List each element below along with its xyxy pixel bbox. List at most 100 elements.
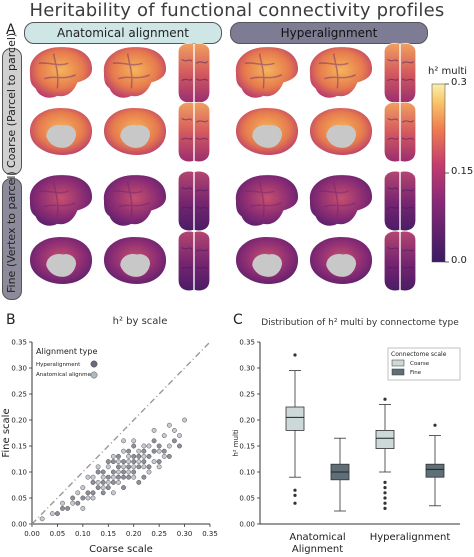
scatter-point xyxy=(105,464,111,470)
brain-lateral-left xyxy=(29,174,93,227)
scatter-point xyxy=(161,433,167,439)
scatter-point xyxy=(95,469,101,475)
scatter-point xyxy=(85,490,91,496)
scatter-point xyxy=(110,459,116,465)
scatter-point xyxy=(85,495,91,501)
scatter-point xyxy=(156,443,162,449)
scatter-point xyxy=(156,459,162,465)
x-tick-label: 0.25 xyxy=(151,530,167,538)
scatter-point xyxy=(126,459,132,465)
brain-dorsal-view xyxy=(383,42,417,104)
scatter-point xyxy=(151,438,157,444)
anatomical-alignment-header: Anatomical alignment xyxy=(24,22,222,44)
scatter-point xyxy=(126,453,132,459)
scatter-point xyxy=(75,500,81,506)
outlier-point xyxy=(293,488,297,492)
scatter-point xyxy=(146,469,152,475)
figure-title: Heritability of functional connectivity … xyxy=(29,0,445,21)
brain-lateral-right xyxy=(309,174,373,227)
legend-swatch-hyper xyxy=(90,360,98,368)
scatter-point xyxy=(141,459,147,465)
scatter-point xyxy=(136,459,142,465)
scatter-point xyxy=(131,464,137,470)
scatter-point xyxy=(121,469,126,475)
brain-dorsal-view xyxy=(177,170,211,232)
scatter-point xyxy=(126,469,132,475)
colorbar-tick-high: 0.3 xyxy=(451,77,467,88)
panel-c-title: Distribution of h² multi by connectome t… xyxy=(261,318,459,328)
colorbar-tick-mid: 0.15 xyxy=(451,166,474,177)
scatter-point xyxy=(100,485,106,491)
outlier-point xyxy=(383,397,387,401)
legend-title: Alignment type xyxy=(36,347,97,356)
y-tick-label: 0.15 xyxy=(239,443,255,451)
scatter-point xyxy=(151,428,157,433)
scatter-point xyxy=(166,422,172,428)
brain-lateral-left xyxy=(235,174,299,227)
box-chart: 0.00 0.05 0.10 0.15 0.20 0.25 0.30 0.35 h² multi… xyxy=(232,339,461,555)
scatter-point xyxy=(121,459,126,465)
brain-lateral-right xyxy=(103,174,167,227)
outlier-point xyxy=(433,423,437,427)
hyperalignment-header: Hyperalignment xyxy=(230,22,428,44)
scatter-point xyxy=(131,469,137,475)
scatter-point xyxy=(126,464,132,470)
identity-line xyxy=(31,341,211,525)
scatter-point xyxy=(136,448,142,454)
scatter-point xyxy=(146,443,152,449)
legend-label-coarse: Coarse xyxy=(410,361,430,367)
x-tick-label: 0.15 xyxy=(100,530,116,538)
scatter-point xyxy=(105,459,111,465)
scatter-point xyxy=(182,417,187,423)
y-tick-label: 0.05 xyxy=(11,495,27,503)
scatter-point xyxy=(156,448,162,454)
y-tick-label: 0.35 xyxy=(11,339,27,347)
fine-row-pill xyxy=(2,178,22,300)
coarse-row-pill xyxy=(2,48,22,175)
scatter-point xyxy=(161,448,167,454)
scatter-point xyxy=(90,479,96,485)
scatter-point xyxy=(110,490,116,496)
scatter-point xyxy=(110,453,116,459)
scatter-point xyxy=(100,490,106,496)
x-tick-label: 0.35 xyxy=(202,530,218,538)
y-axis-label: h² multi xyxy=(232,429,240,456)
brain-lateral-right xyxy=(103,46,167,99)
panel-c-letter: C xyxy=(233,312,243,328)
panel-a-letter: A xyxy=(6,22,16,38)
x-tick-label: 0.20 xyxy=(126,530,142,538)
scatter-point xyxy=(121,438,126,444)
scatter-point xyxy=(126,474,132,480)
scatter-point xyxy=(100,474,106,480)
brain-medial-right xyxy=(309,107,373,156)
scatter-point xyxy=(141,474,147,480)
scatter-point xyxy=(161,453,167,459)
y-tick-label: 0.20 xyxy=(239,417,255,425)
legend-label-anat: Anatomical alignment xyxy=(36,372,97,378)
scatter-point xyxy=(80,495,86,501)
box xyxy=(425,463,445,478)
outlier-point xyxy=(383,486,387,490)
x-tick-label: 0.00 xyxy=(24,530,40,538)
brain-lateral-left xyxy=(29,46,93,99)
brain-medial-right xyxy=(103,107,167,156)
x-axis-label: Coarse scale xyxy=(89,544,153,555)
brain-medial-left xyxy=(29,236,93,285)
scatter-point xyxy=(141,448,147,454)
scatter-point xyxy=(39,516,45,522)
group-label-anat-line1: Anatomical xyxy=(289,532,345,543)
legend-swatch-anat xyxy=(90,371,98,379)
scatter-point xyxy=(105,474,111,480)
scatter-point xyxy=(121,474,126,480)
scatter-point xyxy=(80,485,86,491)
colorbar-title: h² multi xyxy=(428,66,468,77)
outlier-point xyxy=(383,496,387,500)
brain-ventral-view xyxy=(177,230,211,292)
scatter-point xyxy=(65,505,71,511)
scatter-point xyxy=(146,464,152,470)
box xyxy=(285,406,305,431)
y-tick-label: 0.25 xyxy=(239,391,255,399)
brain-dorsal-view xyxy=(177,42,211,104)
scatter-point xyxy=(141,453,147,459)
outlier-point xyxy=(383,480,387,484)
